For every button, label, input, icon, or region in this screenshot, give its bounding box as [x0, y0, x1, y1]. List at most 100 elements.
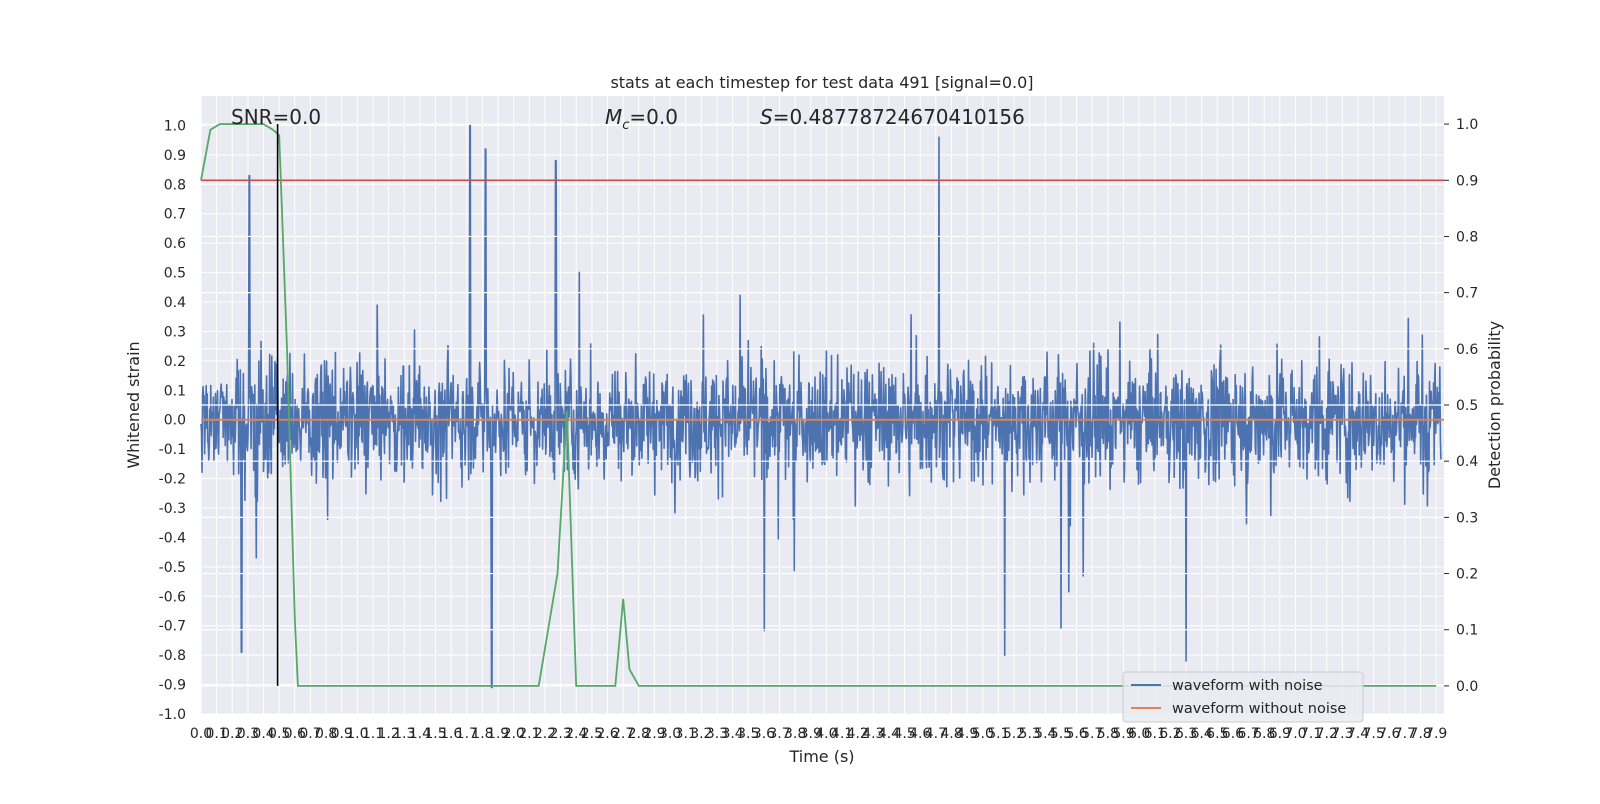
- x-tick-label: 1.4: [409, 726, 431, 742]
- y-tick-labels-left: -1.0 -0.9 -0.8 -0.7 -0.6 -0.5 -0.4 -0.3 -0.2 -0.1…: [159, 118, 186, 723]
- y-tick-label-left: -0.8: [159, 648, 186, 664]
- x-tick-label: 1.7: [456, 726, 478, 742]
- x-tick-label: 1.1: [362, 726, 384, 742]
- x-tick-label: 4.4: [878, 726, 900, 742]
- x-axis-label: Time (s): [788, 747, 854, 766]
- x-tick-label: 3.7: [768, 726, 790, 742]
- x-tick-label: 7.6: [1378, 726, 1400, 742]
- x-tick-label: 6.0: [1128, 726, 1150, 742]
- y-tick-label-left: 0.7: [164, 207, 186, 223]
- y-tick-label-left: 0.1: [164, 383, 186, 399]
- y-grid-right: [201, 123, 1444, 687]
- x-tick-label: 7.5: [1363, 726, 1385, 742]
- y-tick-label-left: -0.1: [159, 442, 186, 458]
- x-tick-label: 1.3: [393, 726, 415, 742]
- noise-waveform-layer: [200, 124, 1442, 689]
- x-tick-label: 7.7: [1394, 726, 1416, 742]
- mc-subscript: c: [622, 118, 629, 133]
- x-tick-label: 2.5: [581, 726, 603, 742]
- y-tick-label-left: 0.4: [164, 295, 186, 311]
- x-tick-label: 6.3: [1175, 726, 1197, 742]
- lines-layer: [200, 123, 1444, 687]
- x-tick-labels: 0.00.10.20.30.40.50.60.70.80.91.01.11.21…: [190, 726, 1447, 742]
- x-tick-label: 2.0: [503, 726, 525, 742]
- x-tick-label: 5.8: [1097, 726, 1119, 742]
- x-tick-label: 0.3: [237, 726, 259, 742]
- x-tick-label: 7.4: [1347, 726, 1369, 742]
- y-tick-label-right: 0.2: [1456, 567, 1478, 583]
- x-tick-label: 5.4: [1034, 726, 1056, 742]
- y-tick-label-right: 0.3: [1456, 510, 1478, 526]
- y-tick-label-left: -0.9: [159, 678, 186, 694]
- y-axis-label-right: Detection probability: [1485, 321, 1504, 489]
- x-tick-label: 2.8: [628, 726, 650, 742]
- y-tick-label-left: -0.3: [159, 501, 186, 517]
- y-tick-label-right: 0.9: [1456, 173, 1478, 189]
- y-tick-label-right: 0.5: [1456, 398, 1478, 414]
- legend-label-clean: waveform without noise: [1172, 701, 1346, 717]
- x-tick-label: 6.9: [1269, 726, 1291, 742]
- y-tick-label-left: 0.2: [164, 354, 186, 370]
- x-tick-label: 4.5: [893, 726, 915, 742]
- snr-annotation: SNR=0.0: [231, 105, 321, 129]
- y-tick-label-left: -1.0: [159, 707, 186, 723]
- x-tick-label: 5.5: [1050, 726, 1072, 742]
- x-tick-label: 1.6: [440, 726, 462, 742]
- x-tick-label: 2.6: [596, 726, 618, 742]
- x-tick-label: 3.3: [706, 726, 728, 742]
- x-tick-label: 2.9: [643, 726, 665, 742]
- x-tick-label: 1.2: [377, 726, 399, 742]
- y-tick-label-left: 0.9: [164, 148, 186, 164]
- s-annotation: S=0.48778724670410156: [760, 105, 1025, 129]
- x-tick-label: 1.0: [346, 726, 368, 742]
- x-tick-label: 7.3: [1331, 726, 1353, 742]
- legend-box: [1122, 671, 1364, 723]
- x-tick-label: 6.5: [1206, 726, 1228, 742]
- x-tick-label: 4.8: [940, 726, 962, 742]
- x-tick-label: 6.1: [1144, 726, 1166, 742]
- x-tick-label: 2.2: [534, 726, 556, 742]
- y-tick-label-right: 1.0: [1456, 117, 1478, 133]
- x-tick-label: 4.1: [831, 726, 853, 742]
- x-tick-label: 2.7: [612, 726, 634, 742]
- s-value: =0.48778724670410156: [773, 105, 1025, 129]
- x-tick-label: 4.7: [925, 726, 947, 742]
- x-tick-label: 7.2: [1316, 726, 1338, 742]
- x-tick-label: 1.8: [471, 726, 493, 742]
- y-tick-label-right: 0.8: [1456, 229, 1478, 245]
- x-tick-label: 3.6: [753, 726, 775, 742]
- x-tick-label: 3.0: [659, 726, 681, 742]
- y-tick-label-right: 0.0: [1456, 679, 1478, 695]
- x-tick-label: 7.0: [1284, 726, 1306, 742]
- x-tick-label: 5.2: [1003, 726, 1025, 742]
- x-tick-label: 0.6: [284, 726, 306, 742]
- x-tick-label: 5.7: [1081, 726, 1103, 742]
- mc-annotation: Mc=0.0: [605, 105, 678, 133]
- x-tick-label: 4.2: [847, 726, 869, 742]
- x-tick-label: 3.5: [737, 726, 759, 742]
- x-tick-label: 0.8: [315, 726, 337, 742]
- legend-label-noise: waveform with noise: [1172, 678, 1323, 694]
- x-tick-label: 5.0: [972, 726, 994, 742]
- detection-probability-line: [200, 123, 1437, 687]
- x-tick-label: 3.4: [721, 726, 743, 742]
- x-tick-label: 4.9: [956, 726, 978, 742]
- x-tick-label: 2.4: [565, 726, 587, 742]
- y-tick-label-left: 0.0: [164, 413, 186, 429]
- x-tick-label: 5.6: [1065, 726, 1087, 742]
- y-tick-labels-right: 0.0 0.1 0.2 0.3 0.4 0.5 0.6 0.7 0.8 0.9 1.0: [1444, 117, 1478, 695]
- x-tick-label: 2.3: [549, 726, 571, 742]
- mc-symbol: M: [605, 105, 622, 129]
- x-tick-label: 0.5: [268, 726, 290, 742]
- x-tick-label: 5.9: [1112, 726, 1134, 742]
- y-tick-label-left: -0.4: [159, 530, 186, 546]
- y-tick-label-right: 0.7: [1456, 286, 1478, 302]
- x-tick-label: 0.9: [331, 726, 353, 742]
- y-tick-label-left: 0.5: [164, 266, 186, 282]
- noise-waveform-line: [200, 124, 1442, 689]
- y-axis-label-left: Whitened strain: [124, 341, 143, 468]
- x-tick-label: 6.7: [1237, 726, 1259, 742]
- y-tick-label-left: -0.6: [159, 589, 186, 605]
